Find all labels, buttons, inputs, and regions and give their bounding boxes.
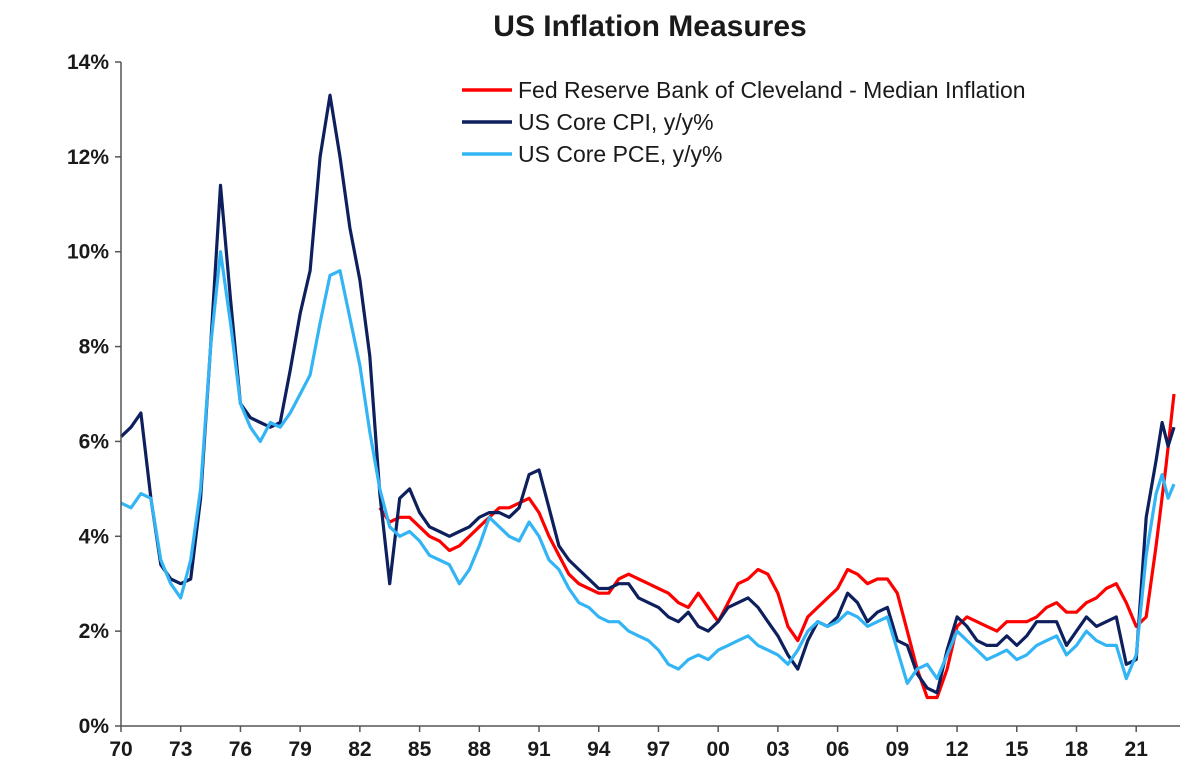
legend-label: US Core CPI, y/y% [518, 109, 714, 135]
x-tick-label: 09 [886, 738, 909, 761]
x-tick-label: 91 [527, 738, 551, 761]
x-tick-label: 79 [288, 738, 311, 761]
x-tick-label: 88 [468, 738, 492, 761]
chart-title: US Inflation Measures [493, 10, 806, 43]
x-tick-label: 21 [1125, 738, 1149, 761]
legend-label: US Core PCE, y/y% [518, 141, 723, 167]
y-tick-label: 14% [67, 51, 109, 74]
plot-lines [119, 93, 1176, 700]
x-tick-label: 73 [169, 738, 192, 761]
x-tick-label: 85 [408, 738, 432, 761]
series-line-core-pce [120, 250, 1176, 685]
x-tick-label: 94 [587, 738, 611, 761]
y-tick-label: 8% [79, 336, 110, 359]
x-axis-ticks: 70 73 76 79 82 85 88 91 94 97 00 03 06 09 12 15 18 21 [109, 726, 1148, 761]
series-line-core-cpi [119, 93, 1176, 695]
y-tick-label: 4% [79, 525, 110, 548]
y-tick-label: 12% [67, 146, 109, 169]
x-tick-label: 06 [826, 738, 849, 761]
y-tick-label: 6% [79, 430, 110, 453]
y-axis-ticks: 0% 2% 4% 6% 8% 10% 12% 14% [67, 51, 121, 738]
x-tick-label: 76 [229, 738, 252, 761]
x-tick-label: 12 [945, 738, 968, 761]
y-tick-label: 2% [79, 620, 110, 643]
series-line-cleveland-median [378, 393, 1176, 700]
legend-label: Fed Reserve Bank of Cleveland - Median I… [518, 77, 1026, 103]
x-tick-label: 00 [707, 738, 730, 761]
y-tick-label: 10% [67, 241, 109, 264]
y-tick-label: 0% [79, 715, 110, 738]
axes [120, 62, 1180, 727]
legend: Fed Reserve Bank of Cleveland - Median I… [462, 77, 1026, 167]
x-tick-label: 15 [1005, 738, 1029, 761]
x-tick-label: 70 [109, 738, 132, 761]
x-tick-label: 82 [348, 738, 371, 761]
x-tick-label: 97 [647, 738, 670, 761]
x-tick-label: 18 [1065, 738, 1089, 761]
x-tick-label: 03 [766, 738, 789, 761]
